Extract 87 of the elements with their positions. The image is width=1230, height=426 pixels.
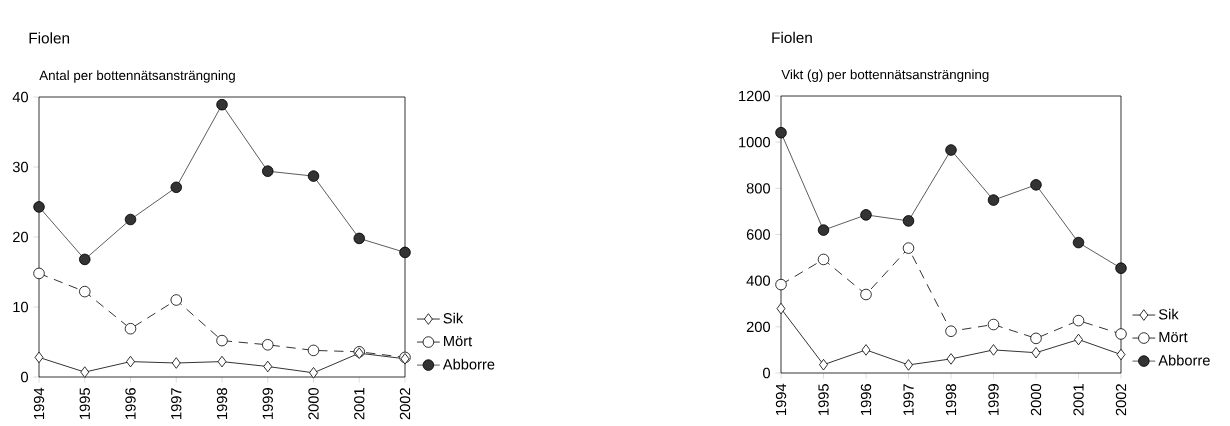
- y-tick-label: 600: [746, 229, 771, 240]
- y-tick-label: 1200: [739, 90, 771, 102]
- point: [860, 288, 872, 301]
- x-tick-label: 1994: [775, 383, 787, 415]
- x-tick-label: 1999: [262, 388, 273, 419]
- point: [775, 126, 787, 139]
- point: [1031, 346, 1041, 359]
- point: [263, 360, 273, 373]
- point: [861, 344, 871, 356]
- point: [170, 294, 182, 306]
- point: [775, 278, 787, 291]
- x-tick-label: 1994: [33, 387, 45, 419]
- x-tick-label: 1997: [171, 388, 182, 419]
- legend-label: Sik: [1158, 308, 1179, 320]
- y-tick-label: 10: [13, 301, 29, 313]
- point: [353, 232, 365, 245]
- point: [216, 334, 228, 347]
- point: [170, 181, 182, 194]
- y-tick-label: 40: [12, 91, 29, 103]
- point: [33, 267, 45, 280]
- point: [79, 253, 91, 266]
- y-tick-label: 200: [746, 321, 771, 333]
- point: [33, 201, 45, 213]
- point: [776, 302, 786, 315]
- x-tick-label: 1998: [945, 384, 957, 415]
- x-tick-label: 1995: [79, 388, 90, 419]
- point: [945, 144, 957, 156]
- point: [946, 353, 956, 365]
- chart-subtitle: Vikt (g) per bottennätsansträngning: [781, 69, 989, 82]
- legend-label: Sik: [443, 312, 464, 324]
- point: [1115, 328, 1127, 340]
- point: [1072, 236, 1085, 249]
- point: [262, 339, 274, 351]
- legend-label: Abborre: [1158, 354, 1210, 366]
- point: [989, 344, 998, 356]
- y-tick-label: 0: [21, 371, 29, 383]
- point: [902, 215, 915, 227]
- y-tick-label: 800: [746, 183, 771, 194]
- x-tick-label: 1997: [903, 384, 914, 415]
- point: [945, 325, 957, 337]
- point: [124, 322, 137, 335]
- x-tick-label: 2001: [354, 388, 365, 420]
- x-tick-label: 2002: [1115, 384, 1127, 416]
- y-tick-label: 20: [13, 231, 29, 243]
- y-tick-label: 400: [746, 275, 771, 286]
- point: [307, 170, 320, 182]
- y-tick-label: 0: [763, 367, 771, 379]
- point: [1030, 332, 1042, 345]
- point: [124, 213, 137, 226]
- x-tick-label: 1996: [125, 388, 136, 419]
- point: [987, 194, 1000, 206]
- point: [817, 224, 830, 236]
- y-tick-label: 30: [12, 161, 29, 173]
- x-tick-label: 2000: [308, 388, 319, 420]
- point: [1072, 314, 1085, 327]
- point: [860, 209, 872, 221]
- point: [904, 359, 913, 371]
- point: [902, 242, 915, 254]
- legend-label: Mört: [1159, 332, 1188, 343]
- x-tick-label: 2000: [1030, 384, 1042, 416]
- x-tick-label: 2002: [399, 388, 411, 420]
- point: [79, 285, 91, 298]
- point: [1116, 348, 1126, 361]
- legend-label: Abborre: [442, 358, 495, 370]
- point: [309, 367, 318, 379]
- point: [307, 344, 320, 357]
- point: [817, 253, 830, 266]
- point: [987, 318, 1000, 331]
- x-tick-label: 1998: [216, 388, 228, 419]
- chart-title: Fiolen: [772, 31, 812, 44]
- point: [1030, 179, 1042, 191]
- y-tick-label: 1000: [739, 136, 771, 148]
- point: [217, 355, 227, 368]
- point: [399, 246, 411, 259]
- x-tick-label: 1995: [818, 384, 829, 415]
- x-tick-label: 1999: [988, 384, 999, 415]
- chart-subtitle: Antal per bottennätsansträngning: [39, 70, 235, 83]
- point: [34, 351, 44, 364]
- point: [262, 165, 274, 177]
- point: [216, 98, 228, 111]
- legend-label: Mört: [444, 336, 473, 347]
- point: [171, 357, 181, 369]
- x-tick-label: 1996: [860, 384, 872, 415]
- point: [80, 366, 90, 378]
- x-tick-label: 2001: [1073, 384, 1084, 416]
- chart-title: Fiolen: [29, 32, 70, 44]
- point: [1115, 262, 1127, 274]
